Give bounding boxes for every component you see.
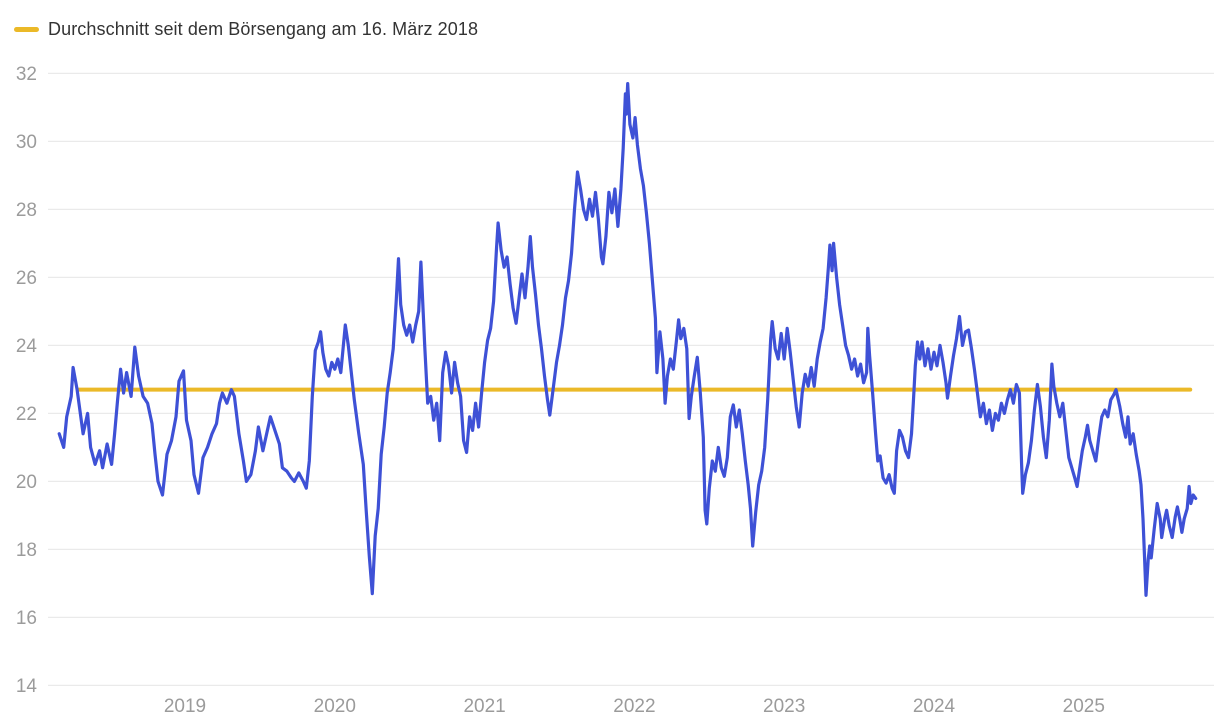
x-axis-tick: 2023 [763,696,805,717]
price-line [57,82,1198,597]
legend: Durchschnitt seit dem Börsengang am 16. … [14,19,478,40]
average-line-legend-swatch [14,27,39,32]
y-axis-tick: 22 [16,404,37,425]
x-axis-tick: 2024 [913,696,956,717]
y-axis-tick: 24 [16,336,38,357]
x-axis-tick: 2019 [164,696,206,717]
y-axis-tick: 16 [16,608,37,629]
y-axis-tick: 18 [16,540,37,561]
y-axis-tick: 30 [16,132,37,153]
y-axis-tick: 20 [16,472,37,493]
y-axis-tick: 32 [16,64,37,85]
y-axis-tick: 14 [16,676,38,697]
y-axis-tick: 26 [16,268,37,289]
x-axis-tick: 2020 [314,696,356,717]
x-axis-tick: 2025 [1063,696,1105,717]
x-axis-tick: 2022 [613,696,655,717]
legend-label: Durchschnitt seit dem Börsengang am 16. … [48,19,479,39]
x-axis-tick: 2021 [463,696,505,717]
y-axis-tick: 28 [16,200,37,221]
